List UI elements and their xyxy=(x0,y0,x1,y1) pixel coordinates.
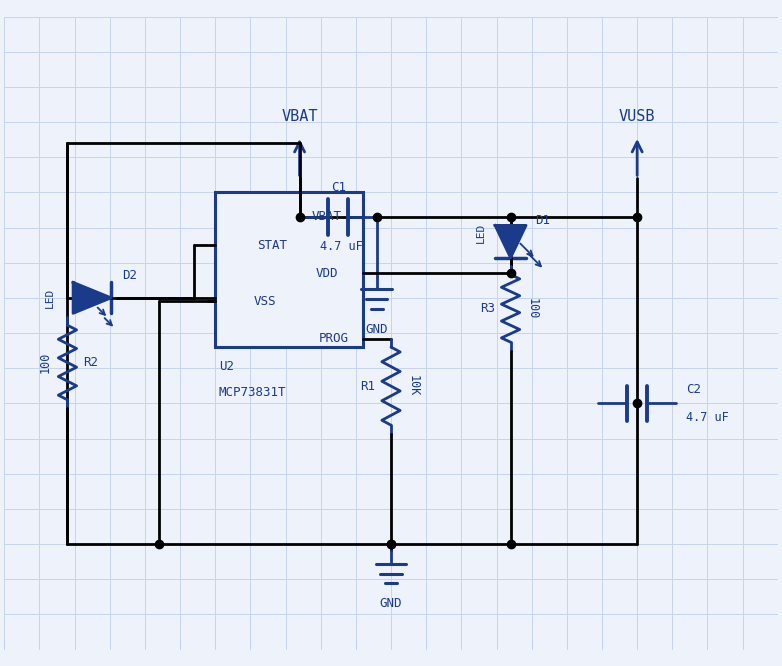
Text: U2: U2 xyxy=(219,360,234,373)
Text: LED: LED xyxy=(45,288,55,308)
Text: D1: D1 xyxy=(535,214,551,227)
Text: R2: R2 xyxy=(83,356,98,369)
Polygon shape xyxy=(495,225,526,258)
Text: 4.7 uF: 4.7 uF xyxy=(687,411,729,424)
Text: 4.7 uF: 4.7 uF xyxy=(321,240,363,253)
Text: C2: C2 xyxy=(687,383,701,396)
Text: MCP73831T: MCP73831T xyxy=(219,386,286,400)
Text: GND: GND xyxy=(380,597,402,610)
Text: D2: D2 xyxy=(122,269,138,282)
Text: GND: GND xyxy=(366,323,388,336)
Text: STAT: STAT xyxy=(257,238,287,252)
Text: 100: 100 xyxy=(39,352,52,373)
Text: R3: R3 xyxy=(480,302,495,315)
Text: VBAT: VBAT xyxy=(282,109,317,124)
Text: 100: 100 xyxy=(526,298,539,319)
FancyBboxPatch shape xyxy=(215,192,363,347)
Text: C1: C1 xyxy=(331,181,346,194)
Text: PROG: PROG xyxy=(319,332,349,345)
Text: LED: LED xyxy=(476,223,486,243)
Text: VDD: VDD xyxy=(316,266,339,280)
Text: R1: R1 xyxy=(361,380,375,392)
Text: VBAT: VBAT xyxy=(312,210,342,224)
Text: VUSB: VUSB xyxy=(619,109,655,124)
Polygon shape xyxy=(73,282,111,313)
Text: 10K: 10K xyxy=(407,376,419,397)
Text: VSS: VSS xyxy=(254,295,276,308)
